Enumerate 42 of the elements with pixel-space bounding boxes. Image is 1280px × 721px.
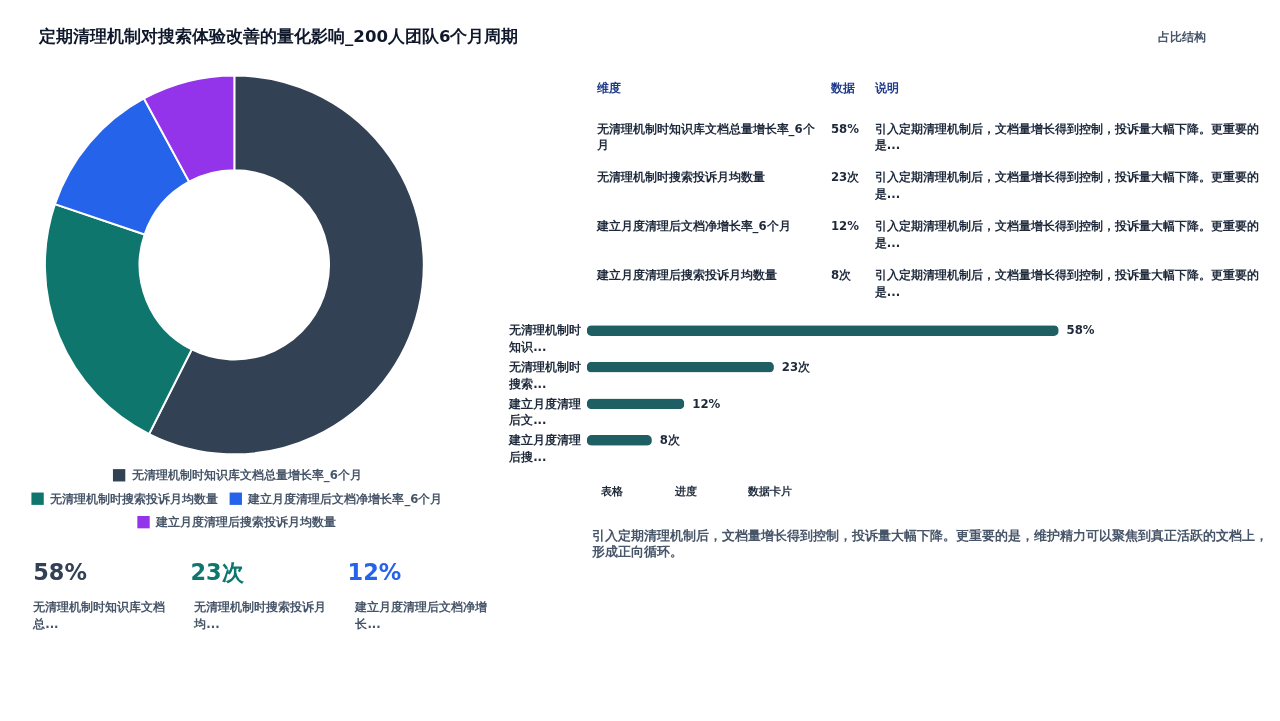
legend-label: 无清理机制时知识库文档总量增长率_6个月 bbox=[130, 468, 362, 484]
text: 引入定期清理机制后，文档量增长得到控制，投诉量大幅下降。更重要的是... bbox=[873, 121, 1259, 153]
text: 说明 bbox=[873, 80, 899, 95]
bar bbox=[586, 325, 1059, 336]
bar bbox=[586, 398, 685, 410]
text: 23次 bbox=[190, 558, 245, 585]
text: 引入定期清理机制后，文档量增长得到控制，投诉量大幅下降。更重要的是... bbox=[873, 219, 1259, 250]
legend-label: 建立月度清理后文档净增长率_6个月 bbox=[247, 491, 443, 507]
data-label: 8次 bbox=[659, 433, 681, 448]
text: 数据卡片 bbox=[746, 484, 792, 498]
data-label: 12% bbox=[692, 396, 721, 411]
text: 12% bbox=[830, 219, 860, 234]
text: 表格 bbox=[600, 484, 625, 498]
text: 无清理机制时搜索投诉月均数量 bbox=[595, 170, 765, 185]
text: 无清理机制时知识库文档总量增长率_6个月 bbox=[595, 121, 816, 153]
text: 无清理机制时搜索投诉月均... bbox=[193, 600, 327, 631]
text: 维度 bbox=[595, 80, 621, 95]
y-tick-label: 建立月度清理后文... bbox=[508, 396, 582, 428]
text: 进度 bbox=[673, 484, 697, 498]
y-tick-label: 无清理机制时知识... bbox=[508, 323, 582, 355]
text: 数据 bbox=[829, 80, 855, 95]
text: 建立月度清理后文档净增长... bbox=[354, 600, 488, 631]
data-label: 58% bbox=[1066, 323, 1095, 338]
chart-title: 定期清理机制对搜索体验改善的量化影响_200人团队6个月周期 bbox=[38, 25, 519, 46]
bar bbox=[586, 361, 774, 373]
text: 引入定期清理机制后，文档量增长得到控制，投诉量大幅下降。更重要的是... bbox=[873, 170, 1259, 201]
text: 引入定期清理机制后，文档量增长得到控制，投诉量大幅下降。更重要的是，维护精力可以聚焦到真正活跃的文档上，形成正向循环。 bbox=[590, 527, 1268, 560]
text: 58% bbox=[33, 558, 87, 585]
text: 8次 bbox=[830, 268, 853, 283]
text: 建立月度清理后搜索投诉月均数量 bbox=[595, 268, 777, 283]
y-tick-label: 建立月度清理后搜... bbox=[508, 433, 582, 464]
text: 占比结构 bbox=[1157, 29, 1206, 44]
text: 58% bbox=[830, 121, 860, 136]
legend-label: 建立月度清理后搜索投诉月均数量 bbox=[155, 515, 337, 530]
y-tick-label: 无清理机制时搜索... bbox=[508, 360, 582, 391]
legend-label: 无清理机制时搜索投诉月均数量 bbox=[49, 491, 219, 506]
data-label: 23次 bbox=[781, 360, 812, 375]
text: 无清理机制时知识库文档总... bbox=[32, 600, 166, 631]
text: 23次 bbox=[830, 170, 861, 185]
text: 建立月度清理后文档净增长率_6个月 bbox=[595, 219, 791, 235]
text: 引入定期清理机制后，文档量增长得到控制，投诉量大幅下降。更重要的是... bbox=[873, 268, 1259, 299]
text: 12% bbox=[347, 558, 402, 585]
